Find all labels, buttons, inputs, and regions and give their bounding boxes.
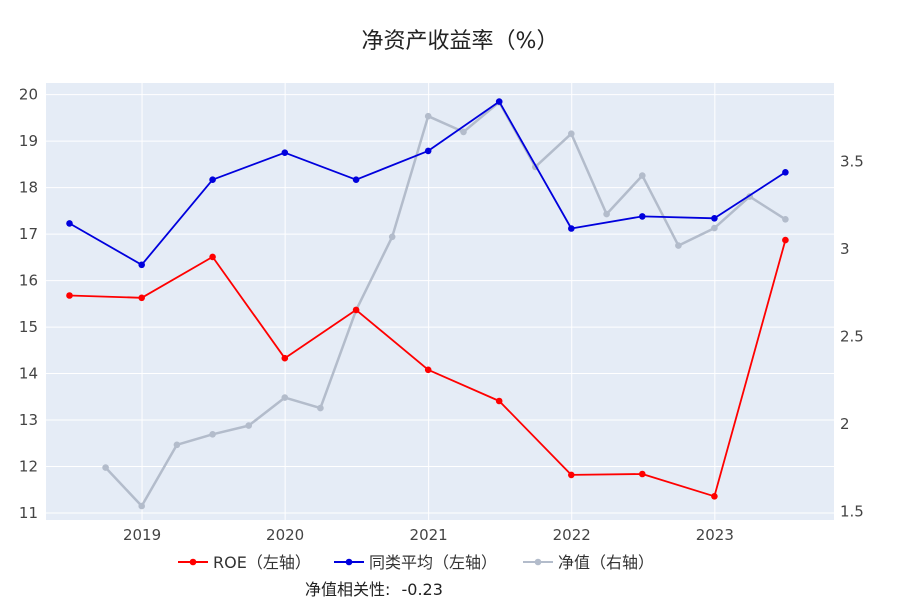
right-tick-label: 3 [840,240,850,258]
data-point [460,128,467,136]
data-point [424,112,432,120]
data-point [639,470,646,478]
x-tick-label: 2023 [696,526,734,544]
left-tick-label: 15 [19,318,38,336]
data-point [568,225,575,232]
data-point [782,169,789,176]
legend-marker [189,558,197,566]
data-point [281,394,289,401]
data-point [209,253,216,261]
correlation-annotation: 净值相关性: -0.23 [305,580,443,599]
series-layer [66,98,789,510]
legend-marker [534,558,542,566]
data-point [209,431,216,438]
legend-item: 净值（右轴） [523,553,654,572]
left-axis: 11 12 13 14 15 16 17 18 19 20 [19,86,38,522]
series-1 [66,98,789,269]
x-tick-label: 2022 [553,526,591,544]
data-point [138,502,145,510]
data-point [317,404,324,412]
legend-label: 同类平均（左轴） [369,553,497,572]
legend: ROE（左轴） 同类平均（左轴） 净值（右轴） [178,553,654,572]
right-tick-label: 3.5 [840,153,864,171]
legend-marker [345,558,353,566]
data-point [138,261,145,269]
data-point [138,294,145,302]
x-tick-label: 2020 [266,526,304,544]
data-point [66,220,73,227]
left-tick-label: 12 [19,458,38,476]
left-tick-label: 13 [19,411,38,429]
data-point [568,471,575,479]
x-axis: 2019 2020 2021 2022 2023 [123,526,734,544]
legend-item: ROE（左轴） [178,553,311,572]
data-point [209,176,216,183]
data-point [639,213,646,220]
legend-label: 净值（右轴） [558,553,654,572]
right-tick-label: 2 [840,415,850,433]
data-point [352,176,360,183]
data-point [711,224,718,232]
left-tick-label: 20 [19,86,38,104]
left-tick-label: 17 [19,225,38,243]
data-point [639,172,646,179]
right-tick-label: 2.5 [840,327,864,345]
right-axis: 1.5 2 2.5 3 3.5 [840,153,864,521]
data-point [424,366,432,374]
data-point [782,216,789,223]
data-point [603,210,610,218]
correlation-label: 净值相关性: [305,580,390,599]
data-point [495,397,503,405]
data-point [782,236,789,244]
data-point [173,441,181,449]
x-tick-label: 2021 [410,526,448,544]
chart-title: 净资产收益率（%） [362,29,559,54]
data-point [424,147,432,155]
series-0 [66,236,789,500]
data-point [352,306,360,314]
correlation-value: -0.23 [402,580,443,599]
data-point [711,215,718,222]
plot-area [46,83,834,520]
data-point [711,493,718,500]
data-point [281,354,289,362]
data-point [245,422,252,429]
left-tick-label: 19 [19,132,38,150]
legend-item: 同类平均（左轴） [334,553,497,572]
data-point [675,242,682,249]
data-point [568,130,575,137]
data-point [281,149,289,156]
left-tick-label: 16 [19,272,38,290]
x-tick-label: 2019 [123,526,161,544]
data-point [388,233,396,241]
legend-label: ROE（左轴） [213,553,311,572]
left-tick-label: 18 [19,179,38,197]
data-point [495,98,503,105]
left-tick-label: 11 [19,504,38,522]
series-line [104,100,787,508]
right-tick-label: 1.5 [840,502,864,520]
data-point [102,464,109,471]
data-point [66,292,73,299]
left-tick-label: 14 [19,365,38,383]
